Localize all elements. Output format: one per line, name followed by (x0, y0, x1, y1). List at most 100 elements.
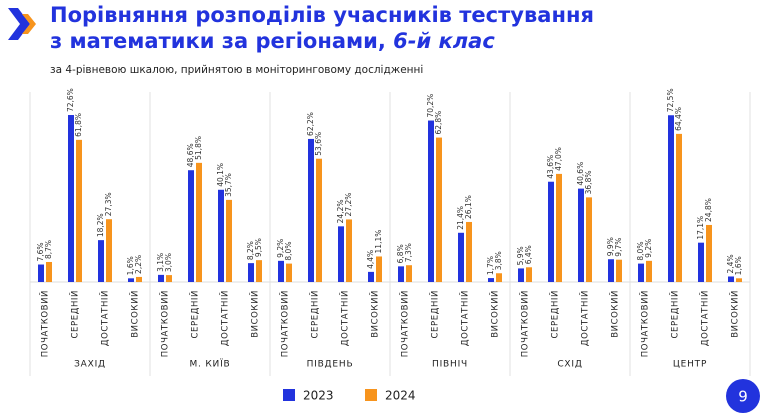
value-label: 40,6% (576, 162, 585, 186)
value-label: 9,2% (276, 239, 285, 258)
category-label: СЕРЕДНІЙ (69, 290, 81, 339)
bar (98, 240, 104, 282)
bar (76, 139, 82, 282)
category-label: ПОЧАТКОВИЙ (399, 290, 411, 357)
value-label: 3,8% (494, 251, 503, 270)
bar (706, 224, 712, 282)
bar (548, 181, 554, 282)
bar (676, 133, 682, 282)
value-label: 47,0% (554, 147, 563, 171)
value-label: 9,2% (644, 239, 653, 258)
bar (308, 138, 314, 282)
bar (106, 219, 112, 282)
category-label: ВИСОКИЙ (369, 290, 381, 338)
bar (488, 278, 494, 282)
bar (376, 256, 382, 282)
group-label: М. КИЇВ (189, 359, 230, 370)
value-label: 70,2% (426, 94, 435, 118)
group-label: СХІД (557, 360, 582, 370)
category-label: ДОСТАТНІЙ (99, 290, 111, 346)
bar (466, 221, 472, 282)
value-label: 26,1% (464, 195, 473, 219)
logo (8, 8, 36, 40)
bar (196, 162, 202, 282)
value-label: 7,3% (404, 243, 413, 262)
value-label: 5,9% (516, 246, 525, 265)
bar (496, 273, 502, 282)
value-label: 1,6% (126, 256, 135, 275)
bar (616, 259, 622, 282)
value-label: 51,8% (194, 136, 203, 160)
value-label: 1,7% (486, 256, 495, 275)
bar (316, 158, 322, 282)
page-number: 9 (738, 388, 748, 406)
category-label: ПОЧАТКОВИЙ (639, 290, 651, 357)
value-label: 6,4% (524, 245, 533, 264)
title-emphasis: 6-й клас (393, 29, 495, 53)
bar (278, 260, 284, 282)
bar (728, 276, 734, 282)
title-line: з математики за регіонами, 6-й клас (50, 29, 495, 53)
bar (368, 271, 374, 282)
value-label: 2,2% (134, 255, 143, 274)
value-label: 61,8% (74, 113, 83, 137)
value-label: 6,8% (396, 244, 405, 263)
category-label: ВИСОКИЙ (609, 290, 621, 338)
bar (436, 137, 442, 282)
category-label: ДОСТАТНІЙ (339, 290, 351, 346)
bar (226, 199, 232, 282)
value-label: 48,6% (186, 143, 195, 167)
category-label: СЕРЕДНІЙ (549, 290, 561, 339)
value-label: 9,9% (606, 237, 615, 256)
value-label: 64,4% (674, 107, 683, 131)
category-label: ВИСОКИЙ (729, 290, 741, 338)
value-label: 72,6% (66, 88, 75, 112)
value-label: 8,2% (246, 241, 255, 260)
value-label: 8,0% (636, 242, 645, 261)
value-label: 4,4% (366, 250, 375, 269)
bar (38, 264, 44, 282)
value-label: 18,2% (96, 213, 105, 237)
category-label: ПОЧАТКОВИЙ (159, 290, 171, 357)
category-label: СЕРЕДНІЙ (429, 290, 441, 339)
legend-label: 2023 (303, 389, 334, 403)
bar (586, 197, 592, 282)
bar (638, 263, 644, 282)
bar (68, 115, 74, 283)
category-label: СЕРЕДНІЙ (669, 290, 681, 339)
value-label: 1,6% (734, 256, 743, 275)
bar (518, 268, 524, 282)
value-label: 17,1% (696, 216, 705, 240)
bar (526, 267, 532, 282)
plot: ЗАХІД М. КИЇВ ПІВДЕНЬ ПІВНІЧ СХІД ЦЕНТР ПОЧАТК… (29, 88, 751, 403)
group-label: ПІВНІЧ (432, 360, 468, 370)
group-label: ЗАХІД (74, 360, 106, 370)
category-label: ДОСТАТНІЙ (459, 290, 471, 346)
page-badge (726, 379, 760, 413)
value-label: 27,2% (344, 193, 353, 217)
bar (406, 265, 412, 282)
bar (46, 261, 52, 282)
bar (698, 242, 704, 282)
value-label: 40,1% (216, 163, 225, 187)
value-label: 8,0% (284, 242, 293, 261)
bar (136, 276, 142, 282)
bar (608, 259, 614, 282)
category-label: ДОСТАТНІЙ (219, 290, 231, 346)
bar (668, 115, 674, 282)
bar (578, 188, 584, 282)
value-label: 53,6% (314, 132, 323, 156)
value-label: 24,2% (336, 200, 345, 224)
group-label: ЦЕНТР (673, 360, 707, 370)
value-label: 62,8% (434, 111, 443, 135)
value-label: 24,8% (704, 198, 713, 222)
value-label: 9,5% (254, 238, 263, 257)
bar (346, 219, 352, 282)
value-label: 27,3% (104, 192, 113, 216)
category-label: ВИСОКИЙ (129, 290, 141, 338)
bar (556, 173, 562, 282)
value-label: 36,8% (584, 171, 593, 195)
category-label: ДОСТАТНІЙ (579, 290, 591, 346)
bar (248, 263, 254, 282)
